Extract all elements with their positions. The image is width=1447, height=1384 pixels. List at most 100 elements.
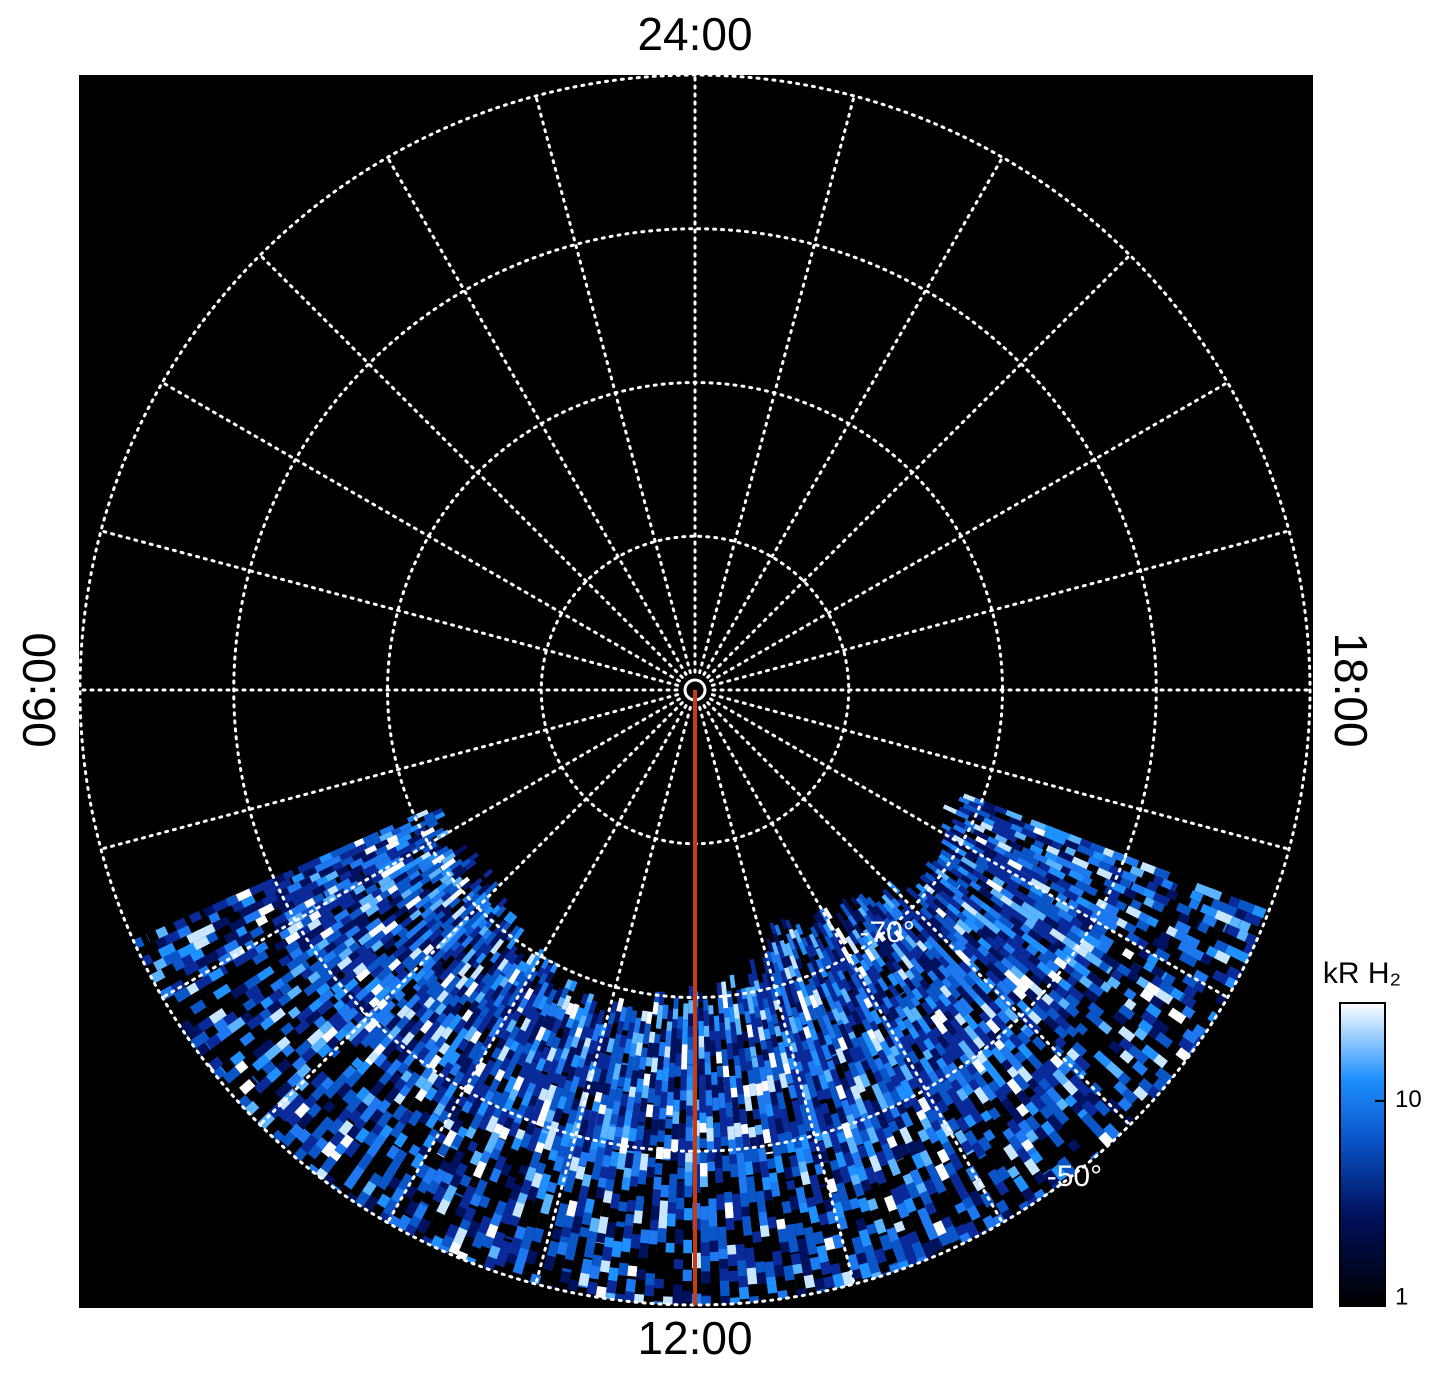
aurora-cell <box>188 910 203 924</box>
aurora-cell <box>670 1139 679 1153</box>
aurora-cell <box>444 955 456 967</box>
aurora-cell <box>441 904 453 915</box>
aurora-cell <box>787 1084 798 1100</box>
aurora-cell <box>399 1085 412 1098</box>
aurora-cell <box>249 925 265 939</box>
aurora-cell <box>652 1288 664 1305</box>
aurora-cell <box>451 1134 464 1149</box>
aurora-cell <box>291 872 304 884</box>
aurora-cell <box>581 1211 593 1226</box>
aurora-cell <box>774 1205 785 1224</box>
aurora-cell <box>711 1072 718 1089</box>
aurora-cell <box>779 939 789 957</box>
aurora-cell <box>327 885 339 896</box>
aurora-cell <box>742 1220 753 1240</box>
aurora-cell <box>773 1025 782 1037</box>
aurora-cell <box>734 1231 745 1248</box>
aurora-cell <box>349 857 364 870</box>
aurora-cell <box>825 1097 839 1118</box>
aurora-cell <box>644 1272 656 1287</box>
aurora-cell <box>632 1017 642 1036</box>
aurora-cell <box>313 1015 327 1029</box>
aurora-cell <box>202 905 216 917</box>
aurora-cell <box>161 950 182 967</box>
aurora-cell <box>748 1283 759 1295</box>
aurora-cell <box>578 1151 589 1167</box>
aurora-cell <box>561 1132 571 1145</box>
aurora-cell <box>503 911 514 923</box>
aurora-cell <box>848 1197 861 1210</box>
aurora-cell <box>627 1140 636 1152</box>
aurora-cell <box>469 1150 483 1166</box>
aurora-cell <box>438 969 451 982</box>
aurora-cell <box>418 1110 432 1125</box>
aurora-cell <box>755 1016 764 1029</box>
aurora-cell <box>408 816 426 828</box>
aurora-cell <box>687 1049 694 1065</box>
aurora-cell <box>878 1260 891 1274</box>
aurora-cell <box>701 1283 711 1295</box>
aurora-cell <box>613 1087 624 1105</box>
aurora-cell <box>642 1073 651 1090</box>
aurora-cell <box>492 993 505 1009</box>
aurora-cell <box>716 982 723 998</box>
aurora-cell <box>551 1072 561 1085</box>
aurora-cell <box>469 1193 482 1207</box>
aurora-cell <box>390 889 401 900</box>
aurora-cell <box>586 1094 596 1106</box>
aurora-cell <box>440 916 456 931</box>
aurora-cell <box>628 1250 639 1264</box>
aurora-cell <box>518 997 529 1010</box>
aurora-cell <box>483 1103 497 1120</box>
aurora-cell <box>613 1226 625 1243</box>
colorbar-label: kR H₂ <box>1323 957 1401 990</box>
aurora-cell <box>747 996 754 1010</box>
aurora-cell <box>674 1076 681 1087</box>
aurora-cell <box>717 997 725 1017</box>
aurora-cell <box>485 1157 498 1172</box>
aurora-cell <box>599 1068 608 1081</box>
aurora-cell <box>447 1106 462 1122</box>
aurora-cell <box>507 1121 521 1140</box>
aurora-cell <box>537 995 549 1011</box>
aurora-cell <box>448 1241 462 1256</box>
aurora-cell <box>401 955 414 968</box>
aurora-cell <box>681 1290 692 1305</box>
aurora-cell <box>224 960 237 973</box>
aurora-cell <box>647 1244 658 1262</box>
aurora-cell <box>475 952 487 965</box>
aurora-cell <box>469 877 483 891</box>
aurora-cell <box>404 1199 420 1217</box>
aurora-cell <box>545 1031 557 1048</box>
aurora-cell <box>207 1044 224 1060</box>
aurora-cell <box>662 1162 671 1173</box>
aurora-cell <box>752 1161 762 1174</box>
aurora-cell <box>250 1002 266 1017</box>
aurora-cell <box>520 1072 534 1090</box>
aurora-cell <box>784 955 794 969</box>
aurora-cell <box>409 909 422 921</box>
aurora-cell <box>826 1248 838 1261</box>
aurora-cell <box>318 926 335 941</box>
aurora-cell <box>443 1118 455 1131</box>
aurora-cell <box>484 1179 497 1193</box>
aurora-cell <box>349 843 368 856</box>
aurora-cell <box>627 1265 638 1277</box>
aurora-cell <box>312 884 327 897</box>
aurora-cell <box>644 1191 653 1202</box>
aurora-cell <box>367 1050 380 1063</box>
aurora-cell <box>522 1262 535 1276</box>
aurora-cell <box>362 864 378 876</box>
aurora-cell <box>682 1269 692 1284</box>
aurora-cell <box>826 1210 839 1227</box>
aurora-cell <box>425 1148 438 1162</box>
aurora-cell <box>535 1114 547 1128</box>
aurora-cell <box>396 1163 409 1176</box>
aurora-cell <box>609 1314 623 1348</box>
aurora-cell <box>788 1238 800 1253</box>
aurora-cell <box>724 1202 734 1220</box>
aurora-cell <box>505 1049 516 1061</box>
aurora-cell <box>526 1060 539 1077</box>
aurora-cell <box>806 1240 818 1256</box>
aurora-cell <box>419 861 435 873</box>
